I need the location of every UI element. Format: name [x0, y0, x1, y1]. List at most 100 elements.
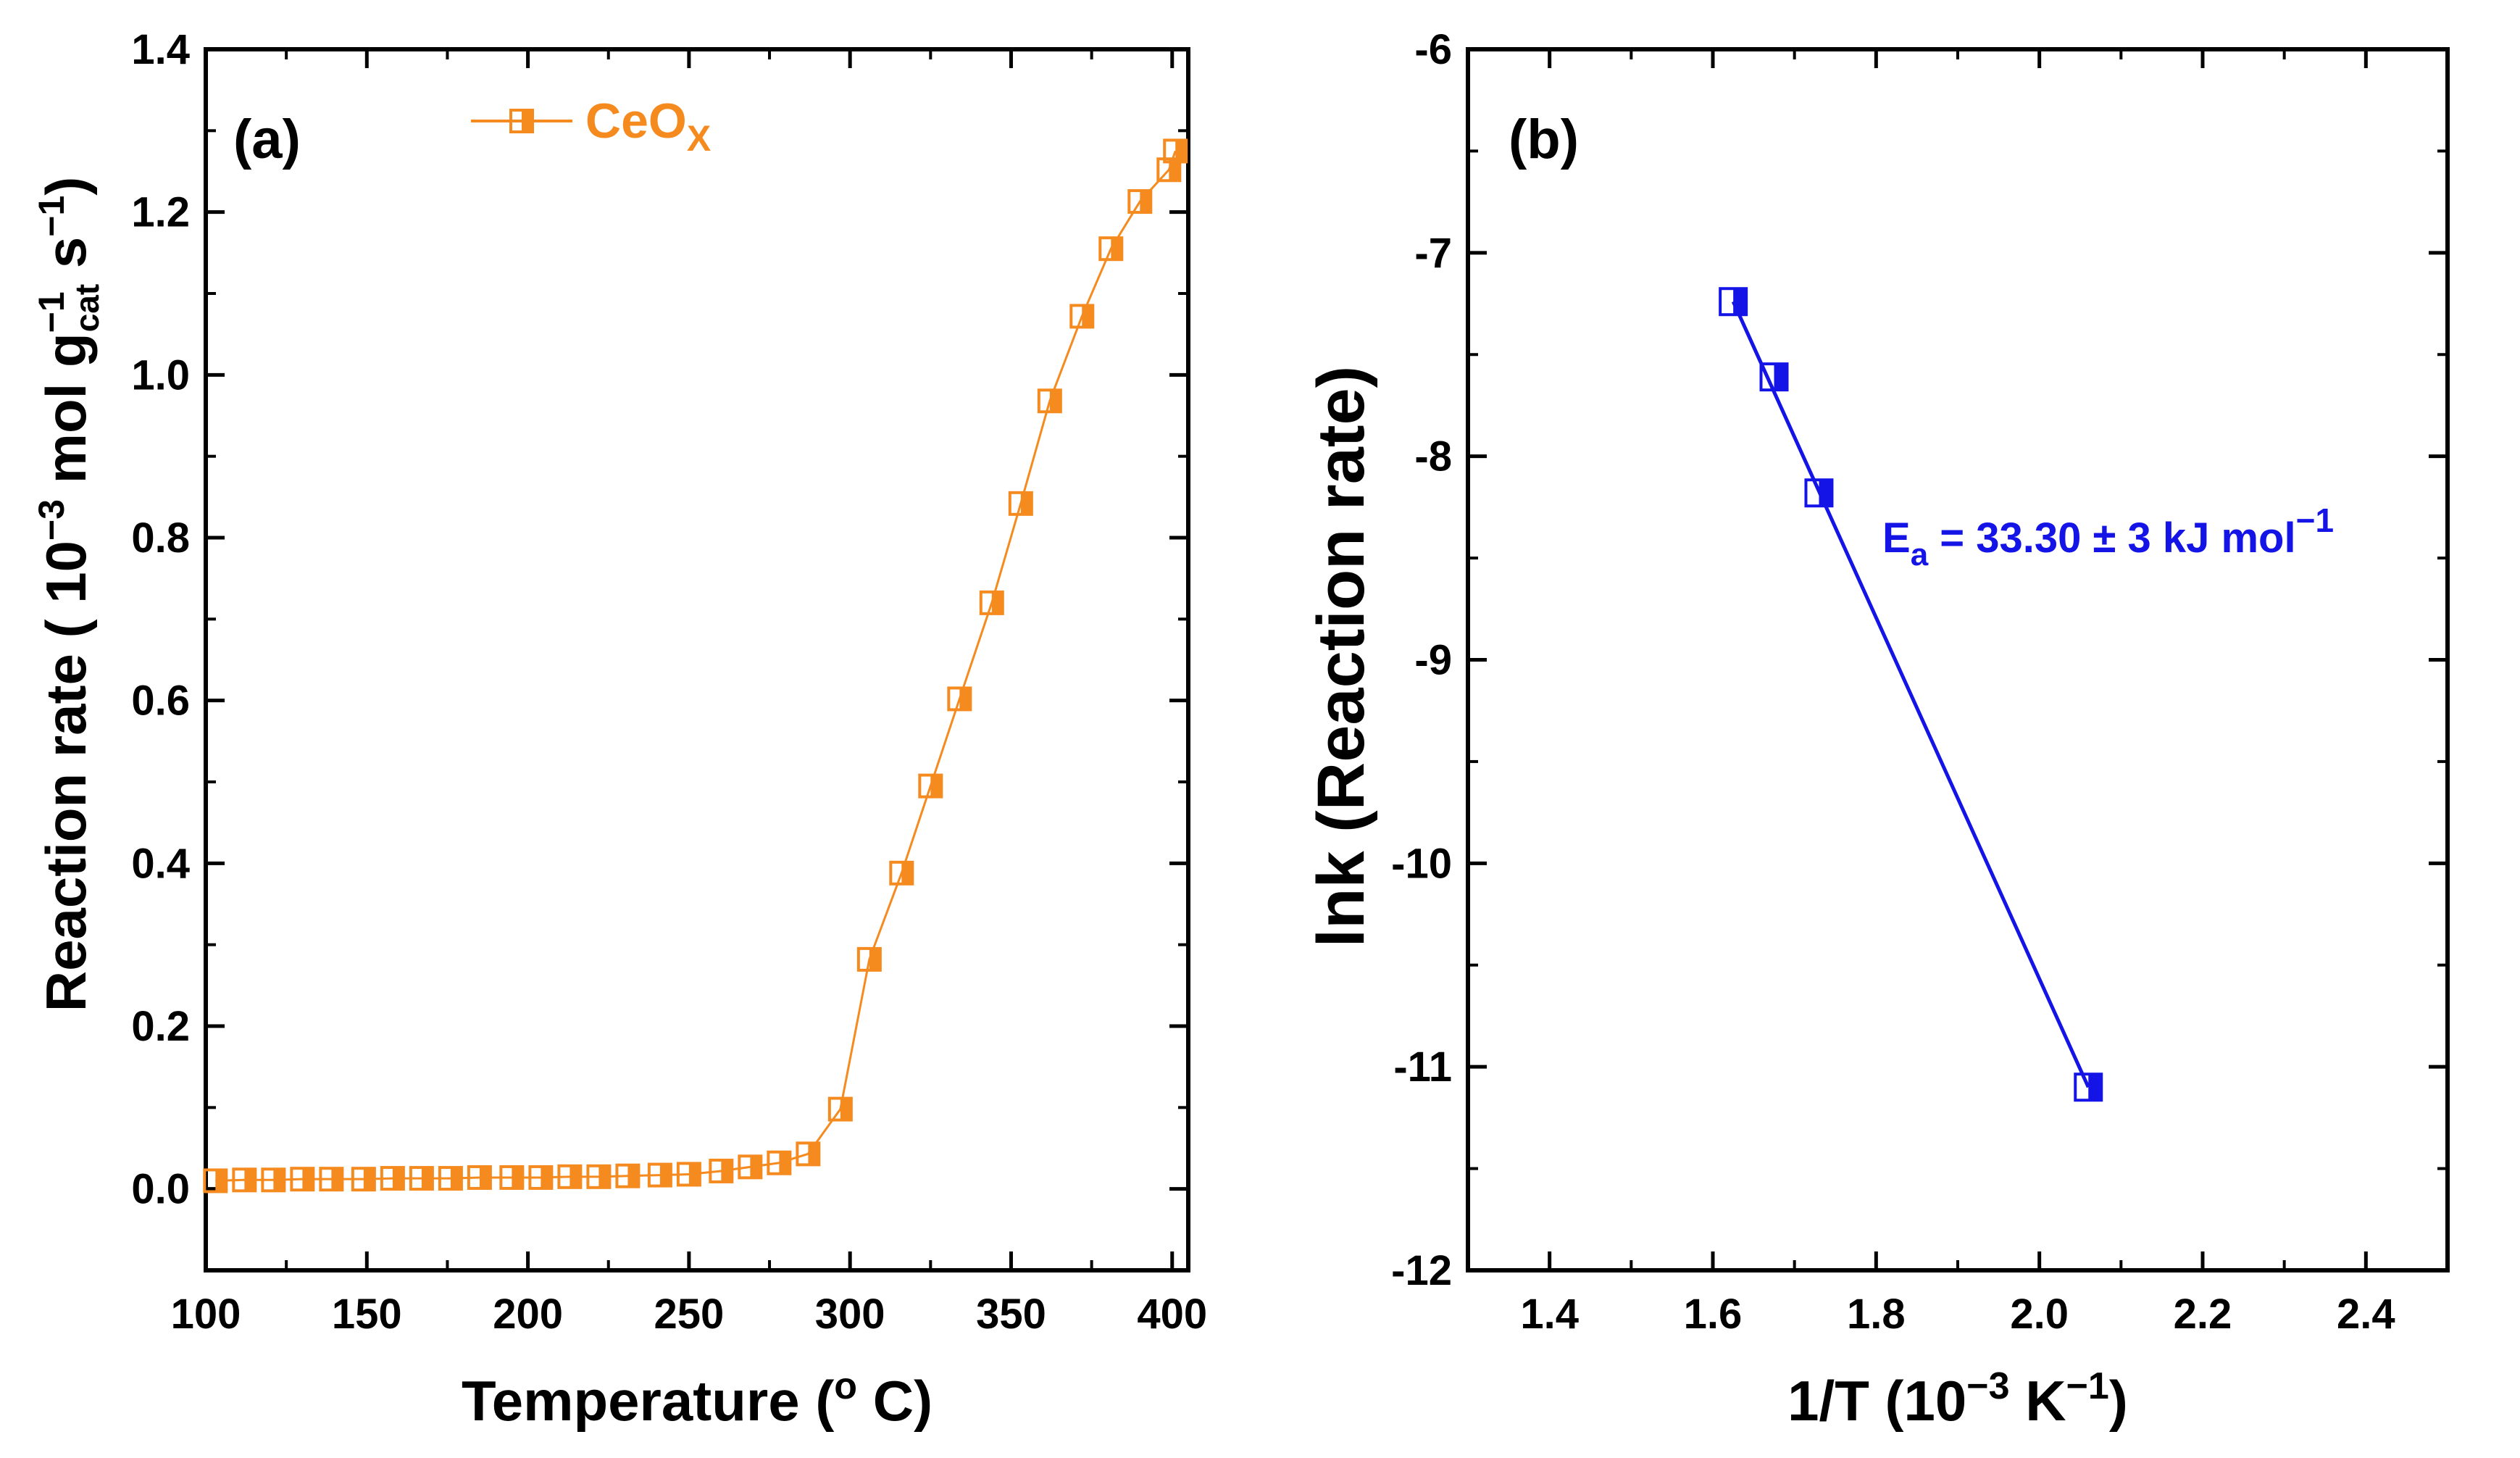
data-point — [1008, 491, 1033, 516]
data-point — [290, 1167, 315, 1192]
x-tick-label: 200 — [493, 1291, 563, 1338]
data-point-outline — [1163, 138, 1188, 164]
data-point-outline — [467, 1165, 492, 1190]
data-point-fill — [901, 862, 913, 884]
legend-label-sub: X — [687, 118, 711, 159]
x-label-sup2: −1 — [2066, 1365, 2109, 1407]
data-point-fill — [1082, 305, 1093, 328]
data-point — [738, 1154, 763, 1180]
y-tick-label: -12 — [1391, 1247, 1452, 1294]
x-tick-label: 100 — [171, 1291, 241, 1338]
panel-a-y-axis-label: Reaction rate ( 10−3 mol g−1cat s−1) — [31, 177, 106, 1012]
data-point-fill — [688, 1163, 700, 1186]
data-point-outline — [351, 1167, 376, 1192]
data-point-fill — [750, 1156, 762, 1178]
panel-a-series-line — [215, 150, 1177, 1182]
data-point — [709, 1158, 734, 1183]
legend-marker-square-fill — [522, 110, 533, 132]
data-point — [1037, 388, 1062, 414]
data-point-fill — [779, 1151, 790, 1174]
annotation-base: E — [1882, 515, 1911, 562]
x-label-sup: −3 — [1966, 1365, 2009, 1407]
data-point-outline — [947, 686, 972, 712]
data-point-fill — [869, 948, 880, 970]
data-point — [947, 686, 972, 712]
data-point-fill — [273, 1169, 285, 1191]
y-label-sup3: −1 — [31, 196, 72, 237]
data-point — [232, 1167, 257, 1193]
x-label-main: 1/T (10 — [1787, 1369, 1966, 1433]
data-point — [409, 1166, 434, 1191]
data-point — [856, 946, 882, 972]
data-point-fill — [363, 1168, 375, 1191]
data-point-outline — [409, 1166, 434, 1191]
panel-a-series-markers — [203, 138, 1188, 1194]
x-tick-label: 1.4 — [1520, 1291, 1579, 1338]
data-point-outline — [319, 1167, 344, 1192]
data-point-outline — [1759, 362, 1789, 392]
data-point — [1069, 304, 1095, 329]
panel-a-legend: CeOX — [471, 93, 711, 159]
x-tick-label: 1.8 — [1847, 1291, 1906, 1338]
data-point-fill — [392, 1167, 404, 1190]
panel-a-chart: 100 150 200 250 300 350 400 0.0 0.2 0.4 0.6 0.8 1.0… — [31, 26, 1207, 1433]
y-tick-label: 0.4 — [131, 840, 190, 887]
x-label-tail2: ) — [2109, 1369, 2128, 1433]
y-tick-label: 1.2 — [131, 189, 190, 236]
legend-label: CeOX — [585, 93, 711, 159]
data-point — [796, 1141, 821, 1167]
data-point — [1127, 189, 1153, 214]
data-point — [319, 1167, 344, 1192]
x-tick-label: 300 — [815, 1291, 885, 1338]
data-point — [1759, 362, 1789, 392]
data-point — [467, 1165, 492, 1190]
data-point-outline — [615, 1163, 641, 1188]
data-point-fill — [959, 688, 971, 710]
panel-a-x-axis-label: Temperature (o C) — [462, 1365, 933, 1433]
panel-a-x-ticks: 100 150 200 250 300 350 400 — [171, 49, 1207, 1338]
data-point-fill — [1774, 364, 1787, 391]
data-point-fill — [302, 1168, 314, 1191]
y-tick-label: 0.6 — [131, 678, 190, 725]
x-tick-label: 1.6 — [1684, 1291, 1743, 1338]
data-point-outline — [918, 773, 943, 799]
data-point — [1163, 138, 1188, 164]
panel-b-plot-frame — [1466, 47, 2450, 1272]
fit-line — [1731, 301, 2090, 1088]
data-point — [499, 1165, 525, 1190]
data-point-fill — [1169, 159, 1180, 181]
data-point-fill — [569, 1165, 581, 1188]
y-label-sup1: −3 — [31, 499, 72, 541]
data-point-outline — [261, 1167, 286, 1193]
panel-b-x-axis-label: 1/T (10−3 K−1) — [1787, 1365, 2128, 1433]
data-point-outline — [1719, 287, 1748, 317]
data-point-fill — [1049, 390, 1061, 412]
y-label-part2: mol g — [34, 333, 98, 499]
data-point-outline — [290, 1167, 315, 1192]
y-label-sup2: −1 — [31, 291, 72, 333]
data-point-outline — [856, 946, 882, 972]
panel-b-y-ticks: -12 -11 -10 -9 -8 -7 -6 — [1391, 26, 2448, 1294]
data-point — [979, 590, 1004, 615]
y-tick-label: 0.8 — [131, 515, 190, 562]
data-point-fill — [1175, 140, 1187, 162]
x-label-sup: o — [834, 1365, 857, 1407]
data-point-outline — [647, 1162, 672, 1188]
panel-b-x-ticks: 1.4 1.6 1.8 2.0 2.2 2.4 — [1520, 49, 2395, 1338]
data-point-outline — [1804, 478, 1834, 508]
data-point — [528, 1165, 554, 1190]
data-point-fill — [930, 775, 942, 797]
y-tick-label: -10 — [1391, 840, 1452, 887]
data-point-outline — [586, 1164, 612, 1189]
y-tick-label: -7 — [1414, 230, 1452, 277]
y-label-part1: Reaction rate ( 10 — [34, 541, 98, 1012]
data-point — [1804, 478, 1834, 508]
data-point-fill — [244, 1169, 256, 1191]
y-tick-label: -8 — [1414, 433, 1452, 480]
y-label-part3: s — [34, 237, 98, 284]
data-point-fill — [721, 1159, 733, 1182]
data-point-fill — [991, 591, 1003, 614]
data-point — [380, 1166, 405, 1191]
y-label-part4: ) — [34, 177, 98, 196]
